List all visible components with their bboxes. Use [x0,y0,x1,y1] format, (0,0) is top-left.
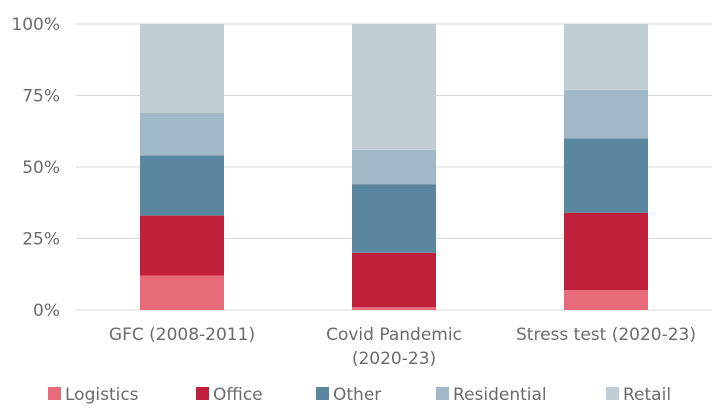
bar-segment-logistics [352,307,436,310]
bar-segment-other [140,155,224,216]
legend-label-office: Office [213,385,263,405]
y-tick-label: 50% [22,158,60,178]
bar-segment-retail [564,24,648,90]
bar-segment-residential [140,112,224,156]
x-category-label: GFC (2008-2011) [109,325,255,345]
bar-segment-office [564,212,648,290]
legend-label-other: Other [333,385,381,405]
bar-segment-residential [352,149,436,185]
legend-swatch-other [316,387,329,400]
bar-segment-office [352,252,436,308]
legend-label-logistics: Logistics [65,385,139,405]
x-category-label: Stress test (2020-23) [516,325,696,345]
legend: Logistics Office Other Residential Retail [48,385,671,405]
y-tick-label: 100% [11,15,60,35]
bar-segment-office [140,215,224,276]
x-category-label: Covid Pandemic [326,325,462,345]
bars [140,24,648,310]
x-category-label: (2020-23) [352,349,436,369]
y-tick-label: 75% [22,87,60,107]
y-axis: 0% 25% 50% 75% 100% [11,15,60,321]
bar-segment-retail [140,24,224,113]
bar-segment-residential [564,89,648,139]
bar-segment-logistics [140,275,224,310]
legend-swatch-office [196,387,209,400]
legend-swatch-retail [606,387,619,400]
y-tick-label: 0% [33,301,60,321]
legend-swatch-residential [436,387,449,400]
y-tick-label: 25% [22,230,60,250]
bar-segment-other [564,138,648,213]
legend-label-residential: Residential [453,385,547,405]
x-axis: GFC (2008-2011) Covid Pandemic (2020-23) St… [109,325,696,369]
bar-segment-retail [352,24,436,150]
bar-segment-logistics [564,289,648,310]
legend-swatch-logistics [48,387,61,400]
bar-segment-other [352,184,436,253]
legend-label-retail: Retail [623,385,671,405]
